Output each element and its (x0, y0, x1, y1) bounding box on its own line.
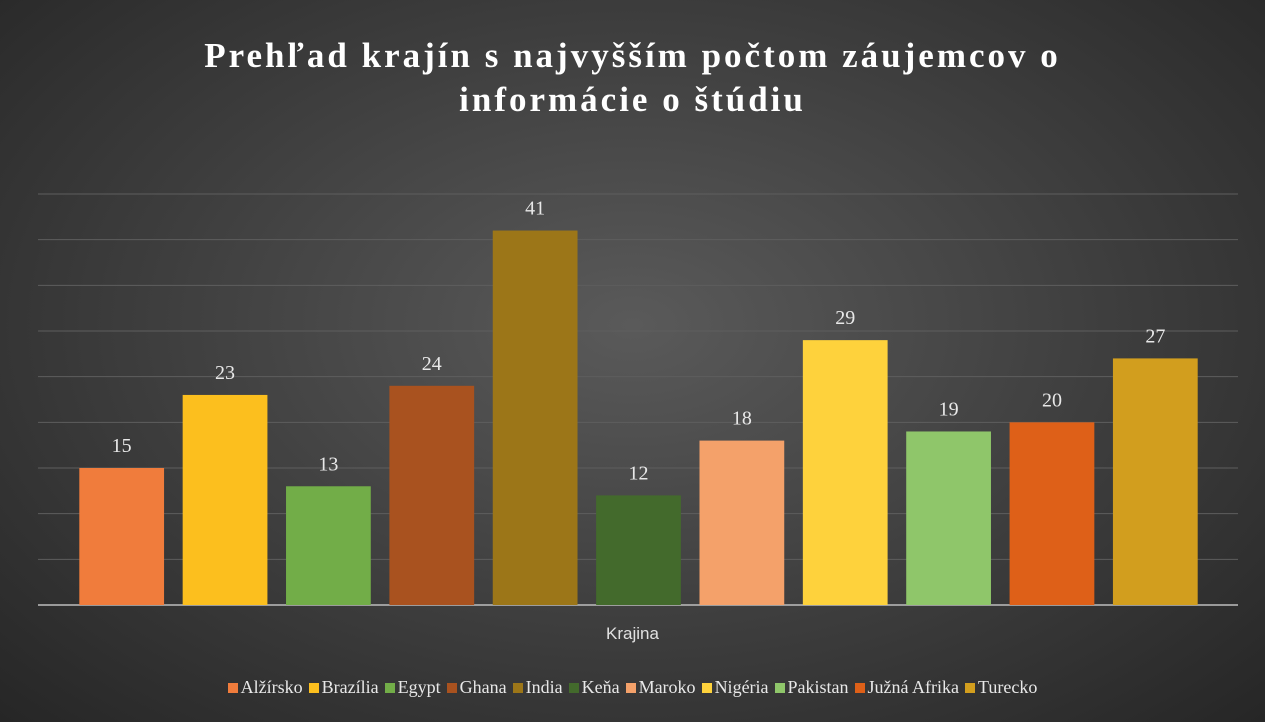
data-label: 19 (939, 398, 959, 420)
legend-item: Turecko (965, 677, 1037, 698)
legend-label: Nigéria (714, 677, 769, 697)
legend-swatch (568, 682, 579, 693)
bar (389, 385, 475, 605)
data-label: 15 (112, 435, 132, 457)
legend-swatch (701, 682, 712, 693)
legend-label: Ghana (459, 677, 507, 697)
bar (79, 468, 165, 605)
legend-label: Keňa (581, 677, 620, 697)
bar (699, 440, 785, 605)
x-axis-label: Krajina (606, 624, 659, 643)
chart-title: Prehľad krajín s najvyšším počtom záujem… (204, 36, 1061, 119)
legend-item: Brazília (308, 677, 379, 698)
legend-item: Ghana (446, 677, 507, 698)
legend: Alžírsko Brazília Egypt Ghana India Keňa Marok… (0, 677, 1265, 698)
legend-swatch (308, 682, 319, 693)
legend-item: Alžírsko (227, 677, 303, 698)
data-label: 12 (629, 462, 649, 484)
data-label: 27 (1145, 325, 1165, 347)
legend-item: Pakistan (774, 677, 849, 698)
data-label: 41 (525, 198, 545, 220)
legend-item: Egypt (384, 677, 441, 698)
legend-label: Turecko (978, 677, 1038, 697)
legend-label: Brazília (321, 677, 379, 697)
legend-swatch (854, 682, 865, 693)
legend-swatch (774, 682, 785, 693)
bar (802, 340, 888, 605)
data-label: 13 (318, 453, 338, 475)
legend-label: Pakistan (787, 677, 849, 697)
legend-swatch (227, 682, 238, 693)
legend-label: India (525, 677, 563, 697)
legend-label: Maroko (638, 677, 696, 697)
bar (492, 230, 578, 606)
bar (596, 495, 681, 605)
legend-swatch (446, 682, 457, 693)
legend-swatch (965, 682, 976, 693)
data-label: 20 (1042, 389, 1062, 411)
legend-label: Južná Afrika (867, 677, 960, 697)
bar (182, 394, 268, 605)
bar (1112, 358, 1198, 605)
data-label: 24 (422, 353, 442, 375)
legend-label: Egypt (397, 677, 441, 697)
bar (906, 431, 991, 605)
legend-swatch (512, 682, 523, 693)
legend-swatch (625, 682, 636, 693)
data-label: 23 (215, 362, 235, 384)
bar (286, 486, 371, 605)
data-label: 29 (835, 307, 855, 329)
legend-item: Južná Afrika (854, 677, 960, 698)
legend-item: Maroko (625, 677, 696, 698)
legend-item: Keňa (568, 677, 620, 698)
legend-item: India (512, 677, 563, 698)
legend-item: Nigéria (701, 677, 769, 698)
legend-label: Alžírsko (240, 677, 303, 697)
data-label: 18 (732, 408, 752, 430)
bar (1009, 422, 1095, 605)
legend-swatch (384, 682, 395, 693)
